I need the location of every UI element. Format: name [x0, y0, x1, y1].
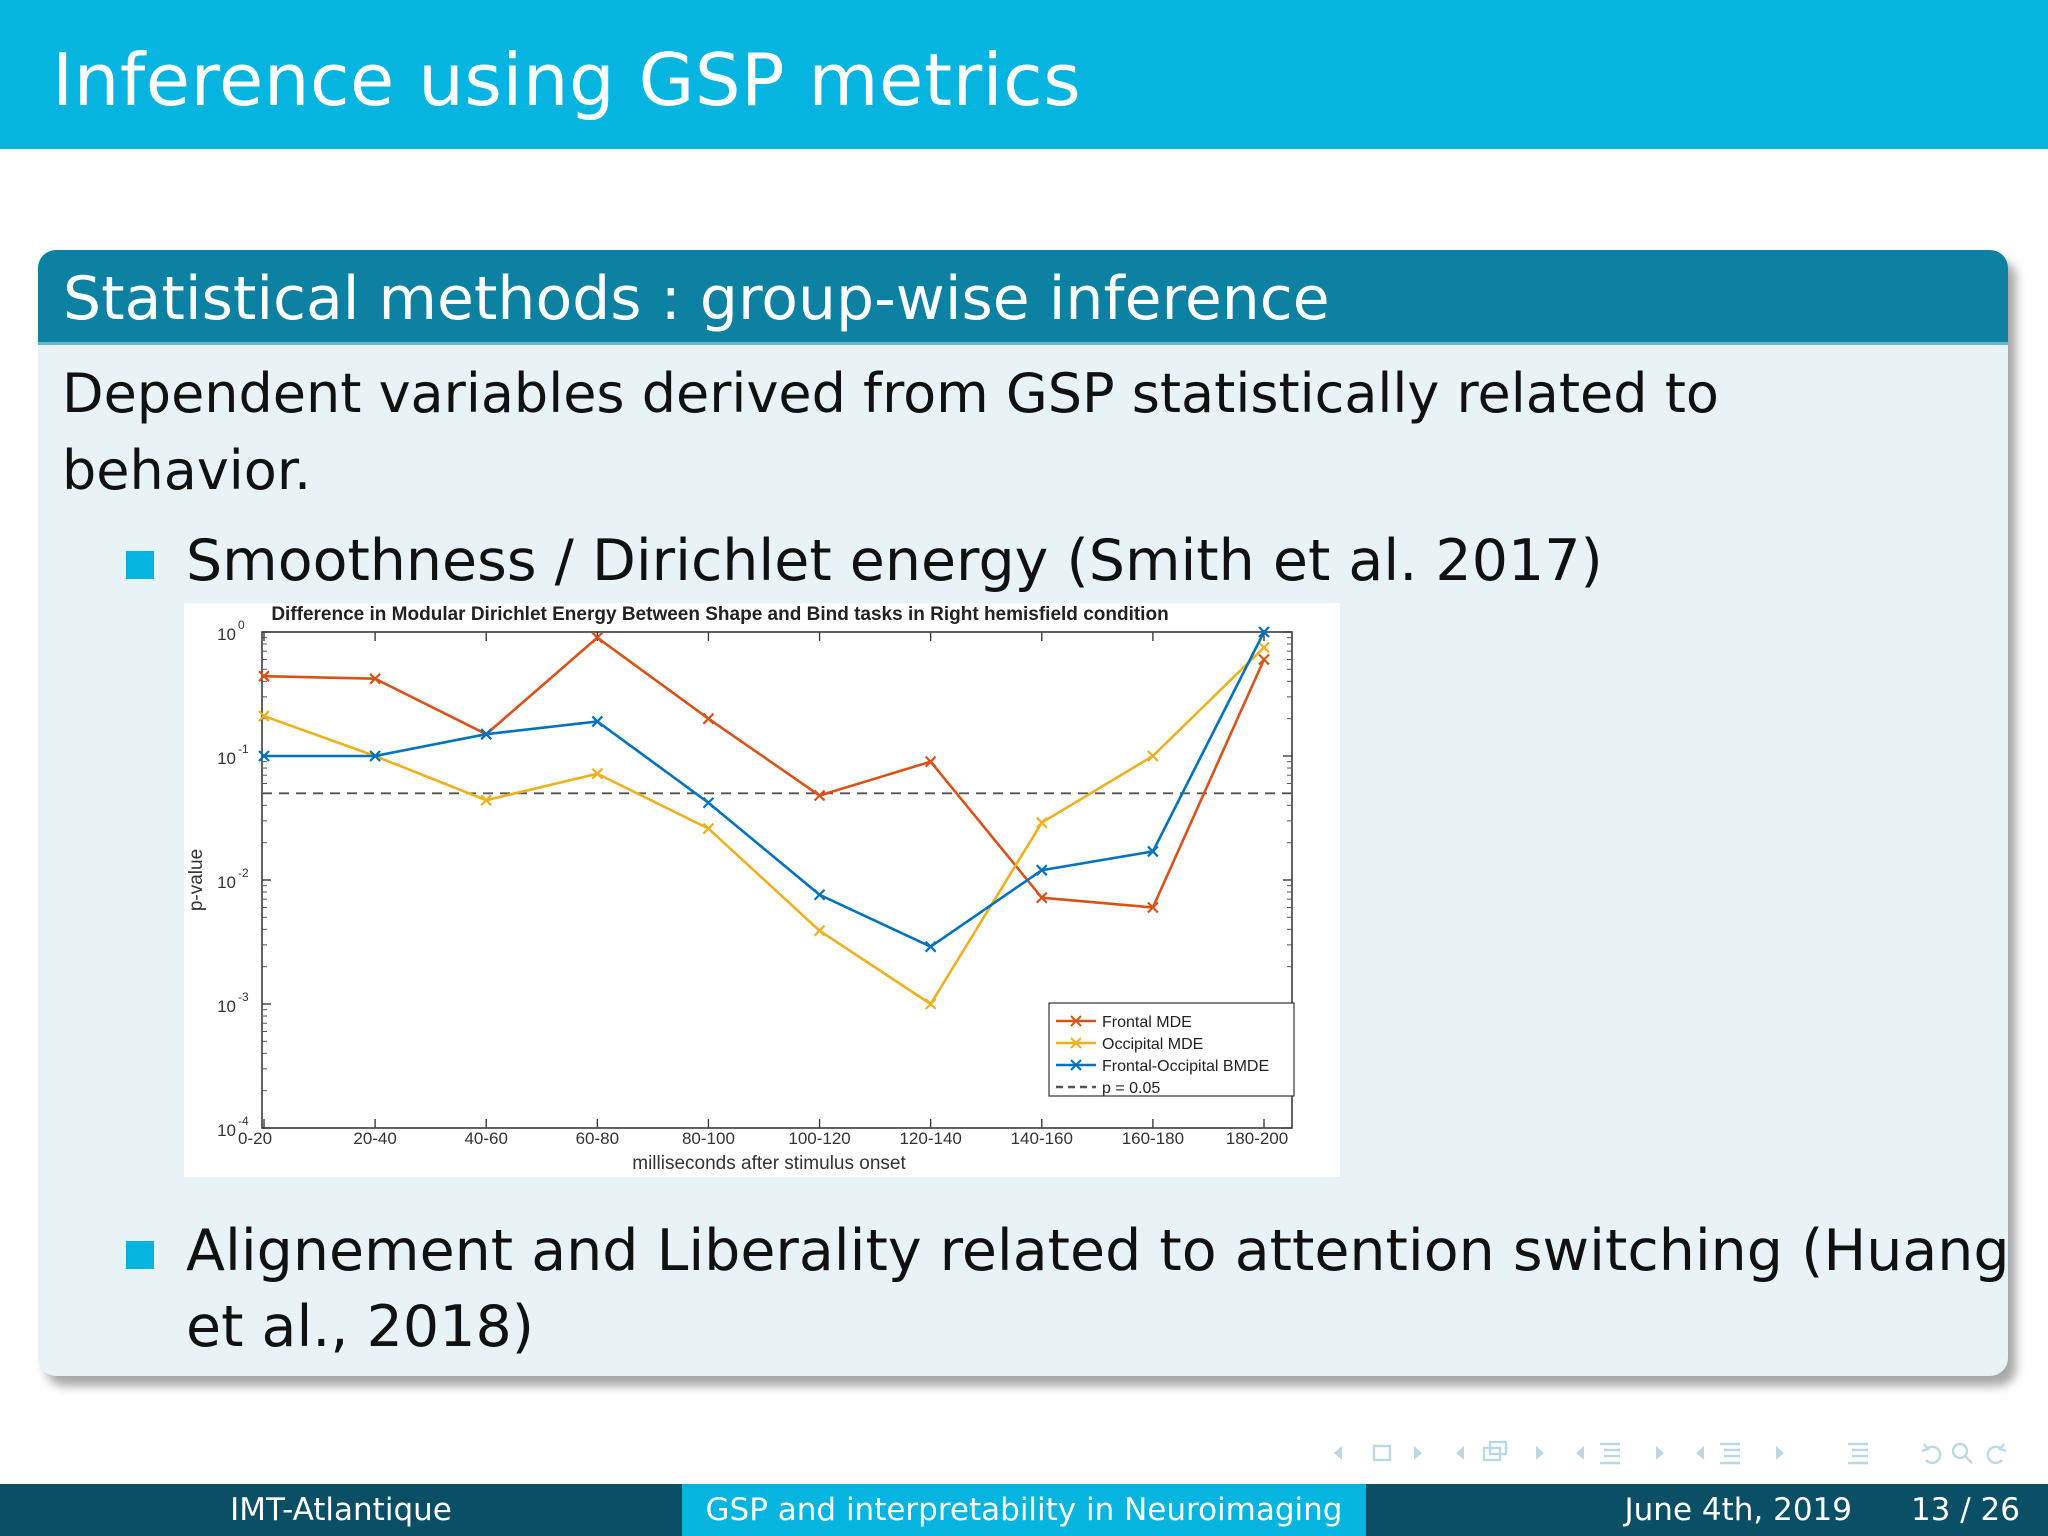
bullet-marker-1	[126, 551, 154, 579]
data-point	[924, 940, 937, 953]
data-point	[591, 631, 604, 644]
data-point	[258, 670, 270, 682]
data-point	[702, 822, 715, 835]
nav-frame-icons[interactable]	[1334, 1444, 1422, 1462]
footer-date: June 4th, 2019	[1624, 1492, 1853, 1528]
y-tick-label: 10	[217, 873, 236, 892]
data-point	[258, 710, 270, 722]
nav-toc-icon[interactable]	[1848, 1442, 1868, 1465]
y-tick-label: 10	[217, 625, 236, 644]
data-point	[369, 672, 381, 685]
y-tick-label: 10	[217, 749, 236, 768]
x-tick-label: 160-180	[1122, 1129, 1184, 1148]
x-axis-label: milliseconds after stimulus onset	[632, 1153, 906, 1174]
data-point	[1258, 653, 1270, 666]
nav-back-icon[interactable]	[1921, 1443, 1942, 1465]
x-tick-label: 120-140	[899, 1129, 961, 1148]
bullet-item-2: Alignement and Liberality related to att…	[186, 1218, 2010, 1360]
legend-label: Occipital MDE	[1102, 1036, 1203, 1053]
data-point	[369, 750, 381, 762]
nav-search-icon[interactable]	[1951, 1442, 1973, 1464]
data-point	[1147, 845, 1159, 858]
data-point	[813, 889, 826, 901]
y-tick-exponent: -3	[238, 990, 249, 1004]
series-line-1	[263, 636, 1266, 909]
footer-bar: IMT-Atlantique GSP and interpretability …	[0, 1484, 2048, 1536]
footer-right: June 4th, 2019 13 / 26	[1366, 1484, 2048, 1536]
data-point	[1036, 891, 1048, 904]
block-header: Statistical methods : group-wise inferen…	[38, 250, 2008, 345]
series-line-3	[264, 631, 1266, 949]
data-point	[1036, 816, 1048, 829]
x-tick-label: 0-20	[238, 1129, 272, 1148]
nav-chapter-icons[interactable]	[1696, 1442, 1784, 1465]
data-point	[591, 715, 604, 728]
y-axis-label: p-value	[186, 849, 207, 911]
y-tick-exponent: 0	[238, 618, 245, 632]
legend-marker	[1070, 1059, 1082, 1071]
beamer-navigation-bar	[1328, 1436, 2028, 1472]
data-point	[702, 712, 715, 725]
data-point	[1258, 626, 1270, 638]
x-tick-label: 140-160	[1011, 1129, 1073, 1148]
bullet-marker-2	[126, 1241, 154, 1269]
legend-marker	[1070, 1037, 1082, 1049]
intro-text: Dependent variables derived from GSP sta…	[62, 362, 1719, 502]
chart-title: Difference in Modular Dirichlet Energy B…	[271, 604, 1168, 625]
legend-marker	[1070, 1015, 1082, 1027]
nav-section-icons[interactable]	[1576, 1442, 1664, 1465]
data-point	[1147, 901, 1159, 914]
frame-title-bar: Inference using GSP metrics	[0, 0, 2048, 149]
block-title: Statistical methods : group-wise inferen…	[63, 264, 1330, 334]
data-point	[813, 924, 826, 937]
x-tick-label: 180-200	[1226, 1129, 1288, 1148]
data-point	[1147, 750, 1159, 762]
y-tick-exponent: -4	[238, 1114, 249, 1128]
legend-label: Frontal MDE	[1102, 1014, 1192, 1031]
nav-subsection-icons[interactable]	[1456, 1440, 1544, 1462]
footer-talk-title: GSP and interpretability in Neuroimaging	[682, 1484, 1366, 1536]
nav-forward-icon[interactable]	[1986, 1443, 2007, 1465]
data-point	[258, 750, 270, 762]
x-tick-label: 40-60	[464, 1129, 507, 1148]
x-tick-label: 60-80	[576, 1129, 619, 1148]
footer-institution: IMT-Atlantique	[0, 1484, 682, 1536]
y-tick-exponent: -2	[238, 866, 249, 880]
data-point	[924, 998, 937, 1010]
page-number: 13 / 26	[1910, 1492, 2020, 1528]
p-value-chart: Difference in Modular Dirichlet Energy B…	[184, 603, 1340, 1177]
series-line-2	[263, 646, 1265, 1006]
data-point	[702, 796, 715, 809]
data-point	[480, 794, 492, 806]
bullet-item-1: Smoothness / Dirichlet energy (Smith et …	[186, 528, 1603, 594]
legend-label: Frontal-Occipital BMDE	[1102, 1058, 1269, 1075]
data-point	[1258, 641, 1270, 654]
data-point	[591, 767, 604, 780]
x-tick-label: 20-40	[353, 1129, 396, 1148]
data-point	[1036, 864, 1048, 876]
legend-label: p = 0.05	[1102, 1080, 1160, 1097]
data-point	[480, 728, 492, 740]
y-tick-exponent: -1	[238, 742, 249, 756]
data-point	[813, 789, 826, 802]
chart-legend: Frontal MDE Occipital MDE Frontal-Occipita…	[1048, 1002, 1295, 1097]
x-tick-label: 100-120	[788, 1129, 850, 1148]
data-point	[924, 755, 937, 768]
slide-title: Inference using GSP metrics	[52, 38, 1082, 122]
y-tick-label: 10	[217, 1121, 236, 1140]
y-tick-label: 10	[217, 997, 236, 1016]
x-tick-label: 80-100	[682, 1129, 735, 1148]
